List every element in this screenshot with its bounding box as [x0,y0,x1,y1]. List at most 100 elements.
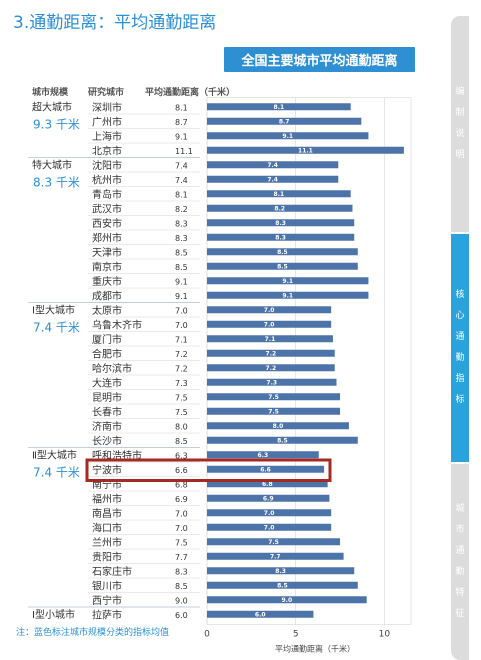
bar-data-label: 9.1 [282,278,293,285]
group-label: 超大城市 [32,101,72,114]
side-tab-char: 明 [455,150,465,160]
value-column-text: 8.2 [175,205,188,214]
bar-data-label: 8.2 [274,206,285,213]
bar [207,436,358,444]
bar [207,465,325,473]
bar-data-label: 9.1 [282,293,293,300]
side-tab-char: 说 [455,129,465,139]
value-column-text: 8.5 [175,263,188,272]
bar-data-label: 7.2 [266,351,277,358]
bar-data-label: 8.5 [277,583,288,590]
value-column-text: 8.5 [175,437,188,446]
value-column-text: 6.6 [175,466,188,475]
city-label: 大连市 [92,376,122,389]
bar-data-label: 7.1 [265,336,276,343]
value-column-text: 8.3 [175,234,188,243]
bar-data-label: 7.0 [264,525,275,532]
group-label: Ⅰ型大城市 [32,304,75,317]
group-mean: 7.4 千米 [33,466,80,480]
bar [207,306,332,314]
bar-data-label: 7.3 [266,380,277,387]
x-tick-label: 10 [379,630,391,640]
bar [207,581,358,589]
bar [207,335,333,343]
column-header: 城市规模 [32,86,69,98]
side-tab-char: 核 [455,290,465,300]
side-tab-description[interactable]: 编制说明 [451,16,469,232]
city-label: 厦门市 [92,333,122,346]
bar-data-label: 7.2 [266,365,277,372]
city-label: 哈尔滨市 [92,362,132,375]
side-tab-char: 通 [455,332,465,342]
bar [207,349,335,357]
bar-data-label: 8.3 [275,220,286,227]
value-column-text: 7.2 [175,350,188,359]
city-label: 南昌市 [92,507,122,520]
value-column-text: 7.0 [175,524,188,533]
bar [207,393,341,401]
city-label: 太原市 [92,304,122,317]
value-column-text: 7.5 [175,538,188,547]
city-label: 北京市 [92,144,122,157]
bar [207,277,369,285]
side-tab-core-metrics[interactable]: 核心通勤指标 [451,234,469,462]
bar-data-label: 8.7 [279,119,290,126]
bar [207,596,367,604]
value-column-text: 6.9 [175,495,188,504]
bar-data-label: 6.9 [263,496,274,503]
page-title: 3.通勤距离：平均通勤距离 [13,13,217,33]
side-tab-char: 勤 [455,353,465,363]
city-label: 沈阳市 [92,159,122,172]
city-label: 青岛市 [92,188,122,201]
value-column-text: 7.0 [175,509,188,518]
bar-data-label: 6.6 [260,467,271,474]
bar [207,291,369,299]
bar-data-label: 7.5 [268,409,279,416]
column-header: 平均通勤距离（千米） [145,86,235,98]
bar-data-label: 9.0 [282,597,293,604]
city-label: 南京市 [92,260,122,273]
value-column-text: 8.1 [175,190,188,199]
group-mean: 7.4 千米 [33,321,80,335]
city-label: 郑州市 [92,231,122,244]
bar-data-label: 8.3 [275,235,286,242]
bar [207,422,349,430]
city-label: 天津市 [92,246,122,259]
side-tab-char: 编 [455,87,465,97]
bar-data-label: 8.3 [275,568,286,575]
side-tab-char: 通 [455,546,465,556]
side-tab-char: 指 [455,374,465,384]
value-column-text: 6.3 [175,451,188,460]
value-column-text: 7.5 [175,408,188,417]
city-label: 成都市 [92,289,122,302]
bar-data-label: 7.5 [268,394,279,401]
value-column-text: 7.1 [175,335,188,344]
city-label: 合肥市 [92,347,122,360]
bar-data-label: 8.1 [274,191,285,198]
bar-data-label: 7.5 [268,539,279,546]
footnote: 注：蓝色标注城市规模分类的指标均值 [16,628,170,638]
side-tab-char: 市 [455,525,465,535]
city-label: 西宁市 [92,594,122,607]
bar [207,132,369,140]
bar-data-label: 7.0 [264,307,275,314]
bar [207,538,341,546]
city-label: 重庆市 [92,275,122,288]
side-tab-city-features[interactable]: 城市通勤特征 [451,464,469,660]
value-column-text: 7.0 [175,306,188,315]
city-label: 昆明市 [92,391,122,404]
x-tick-label: 5 [293,630,299,640]
city-label: 济南市 [92,420,122,433]
group-label: Ⅱ型大城市 [32,449,77,462]
bar [207,161,339,169]
value-column-text: 8.3 [175,567,188,576]
city-label: 长春市 [92,405,122,418]
bar [207,610,314,618]
bar [207,509,332,517]
value-column-text: 8.5 [175,248,188,257]
value-column-text: 8.0 [175,422,188,431]
value-column-text: 8.1 [175,103,188,112]
group-mean: 8.3 千米 [33,176,80,190]
bar-data-label: 7.4 [267,162,278,169]
